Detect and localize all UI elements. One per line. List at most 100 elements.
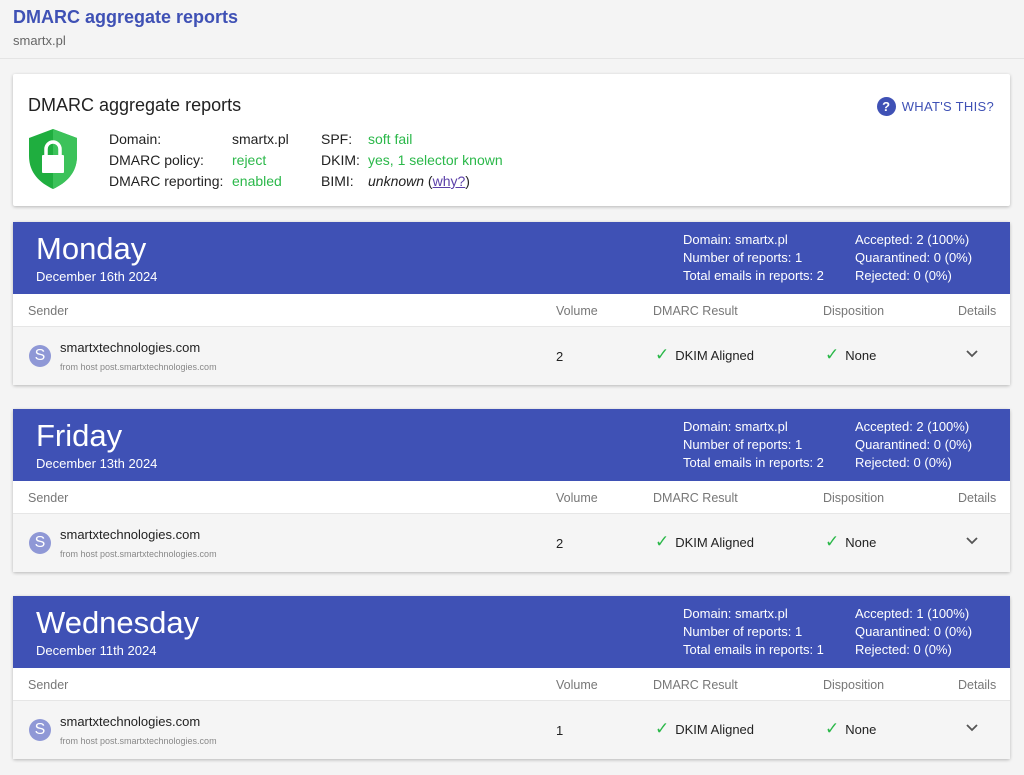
- divider: [0, 58, 1024, 59]
- col-dmarc-result: DMARC Result: [653, 678, 738, 692]
- dkim-value: yes, 1 selector known: [368, 152, 503, 168]
- result-label: DKIM Aligned: [675, 347, 755, 363]
- dkim-label: DKIM:: [321, 152, 360, 168]
- report-header: Monday December 16th 2024 Domain: smartx…: [13, 222, 1010, 294]
- summary-title: DMARC aggregate reports: [28, 95, 242, 115]
- col-details: Details: [958, 304, 997, 318]
- domain-label: Domain:: [109, 131, 162, 147]
- sender-name: smartxtechnologies.com: [60, 527, 201, 542]
- stat-domain: Domain: smartx.pl: [683, 232, 788, 247]
- stat-reports: Number of reports: 1: [683, 437, 803, 452]
- table-header: Sender Volume DMARC Result Disposition D…: [13, 481, 1010, 514]
- chevron-down-icon: [966, 350, 978, 358]
- report-card: Friday December 13th 2024 Domain: smartx…: [13, 409, 1010, 572]
- stat-rejected: Rejected: 0 (0%): [855, 642, 952, 657]
- check-icon: ✓: [655, 719, 670, 738]
- table-header: Sender Volume DMARC Result Disposition D…: [13, 668, 1010, 701]
- sender-host: from host post.smartxtechnologies.com: [60, 362, 217, 372]
- stat-domain: Domain: smartx.pl: [683, 419, 788, 434]
- stat-rejected: Rejected: 0 (0%): [855, 268, 952, 283]
- table-row[interactable]: S smartxtechnologies.com from host post.…: [13, 514, 1010, 572]
- col-volume: Volume: [556, 678, 598, 692]
- report-date: December 11th 2024: [36, 643, 157, 658]
- expand-details-button[interactable]: [965, 346, 979, 363]
- chevron-down-icon: [966, 537, 978, 545]
- stat-total: Total emails in reports: 1: [683, 642, 824, 657]
- expand-details-button[interactable]: [965, 720, 979, 737]
- table-row[interactable]: S smartxtechnologies.com from host post.…: [13, 701, 1010, 759]
- stat-reports: Number of reports: 1: [683, 624, 803, 639]
- col-details: Details: [958, 491, 997, 505]
- chevron-down-icon: [966, 724, 978, 732]
- dmarc-result: ✓ DKIM Aligned: [655, 345, 754, 365]
- volume: 1: [556, 723, 564, 738]
- table-row[interactable]: S smartxtechnologies.com from host post.…: [13, 327, 1010, 385]
- reporting-label: DMARC reporting:: [109, 173, 224, 189]
- col-disposition: Disposition: [823, 678, 885, 692]
- report-date: December 13th 2024: [36, 456, 158, 471]
- disposition: ✓ None: [825, 719, 876, 739]
- check-icon: ✓: [825, 532, 840, 551]
- expand-details-button[interactable]: [965, 533, 979, 550]
- result-label: DKIM Aligned: [675, 534, 755, 550]
- stat-accepted: Accepted: 2 (100%): [855, 232, 970, 247]
- avatar: S: [29, 532, 51, 554]
- col-details: Details: [958, 678, 997, 692]
- sender-host: from host post.smartxtechnologies.com: [60, 549, 217, 559]
- col-volume: Volume: [556, 304, 598, 318]
- report-stats: Domain: smartx.pl Number of reports: 1 T…: [683, 231, 824, 285]
- whats-this-button[interactable]: ? WHAT'S THIS?: [876, 97, 994, 116]
- col-disposition: Disposition: [823, 491, 885, 505]
- spf-value: soft fail: [368, 131, 413, 147]
- check-icon: ✓: [655, 345, 670, 364]
- stat-quarantined: Quarantined: 0 (0%): [855, 437, 973, 452]
- paren: ): [465, 173, 470, 189]
- stat-total: Total emails in reports: 2: [683, 455, 824, 470]
- report-dispositions: Accepted: 2 (100%) Quarantined: 0 (0%) R…: [855, 231, 972, 285]
- volume: 2: [556, 536, 564, 551]
- stat-rejected: Rejected: 0 (0%): [855, 455, 952, 470]
- table-header: Sender Volume DMARC Result Disposition D…: [13, 294, 1010, 327]
- col-sender: Sender: [28, 304, 69, 318]
- bimi-label: BIMI:: [321, 173, 354, 189]
- reporting-value: enabled: [232, 173, 282, 189]
- disposition-label: None: [845, 721, 877, 737]
- col-disposition: Disposition: [823, 304, 885, 318]
- disposition: ✓ None: [825, 532, 876, 552]
- stat-reports: Number of reports: 1: [683, 250, 803, 265]
- disposition-label: None: [845, 347, 877, 363]
- check-icon: ✓: [655, 532, 670, 551]
- stat-total: Total emails in reports: 2: [683, 268, 824, 283]
- report-stats: Domain: smartx.pl Number of reports: 1 T…: [683, 418, 824, 472]
- report-header: Wednesday December 11th 2024 Domain: sma…: [13, 596, 1010, 668]
- col-dmarc-result: DMARC Result: [653, 491, 738, 505]
- stat-domain: Domain: smartx.pl: [683, 606, 788, 621]
- report-date: December 16th 2024: [36, 269, 158, 284]
- col-volume: Volume: [556, 491, 598, 505]
- why-link[interactable]: why?: [432, 173, 466, 189]
- whats-this-label: WHAT'S THIS?: [901, 99, 994, 114]
- col-sender: Sender: [28, 491, 69, 505]
- report-dispositions: Accepted: 1 (100%) Quarantined: 0 (0%) R…: [855, 605, 972, 659]
- shield-lock-icon: [29, 129, 77, 189]
- spf-label: SPF:: [321, 131, 353, 147]
- paren: (: [424, 173, 433, 189]
- bimi-value: unknown: [368, 173, 425, 189]
- report-card: Monday December 16th 2024 Domain: smartx…: [13, 222, 1010, 385]
- policy-label: DMARC policy:: [109, 152, 204, 168]
- dmarc-result: ✓ DKIM Aligned: [655, 532, 754, 552]
- stat-accepted: Accepted: 2 (100%): [855, 419, 970, 434]
- report-card: Wednesday December 11th 2024 Domain: sma…: [13, 596, 1010, 759]
- stat-quarantined: Quarantined: 0 (0%): [855, 624, 973, 639]
- report-stats: Domain: smartx.pl Number of reports: 1 T…: [683, 605, 824, 659]
- domain-info: Domain: smartx.pl DMARC policy: reject DMA…: [109, 129, 289, 192]
- sender-name: smartxtechnologies.com: [60, 714, 201, 729]
- avatar: S: [29, 345, 51, 367]
- help-icon: ?: [876, 97, 896, 116]
- result-label: DKIM Aligned: [675, 721, 755, 737]
- page-subtitle: smartx.pl: [13, 33, 66, 48]
- page-title: DMARC aggregate reports: [13, 7, 239, 27]
- volume: 2: [556, 349, 564, 364]
- check-icon: ✓: [825, 719, 840, 738]
- sender-host: from host post.smartxtechnologies.com: [60, 736, 217, 746]
